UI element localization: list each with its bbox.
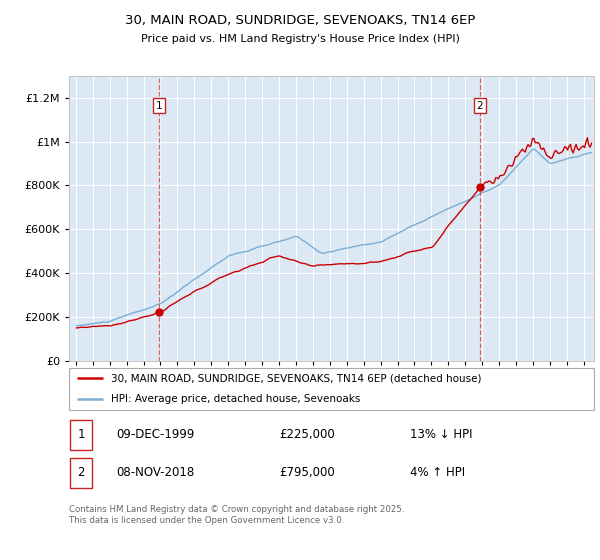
Bar bbox=[70, 419, 92, 450]
Text: 1: 1 bbox=[77, 428, 85, 441]
Text: 2: 2 bbox=[77, 466, 85, 479]
Text: £225,000: £225,000 bbox=[279, 428, 335, 441]
Text: 13% ↓ HPI: 13% ↓ HPI bbox=[410, 428, 473, 441]
Text: HPI: Average price, detached house, Sevenoaks: HPI: Average price, detached house, Seve… bbox=[111, 394, 361, 404]
Text: 08-NOV-2018: 08-NOV-2018 bbox=[116, 466, 194, 479]
Text: Price paid vs. HM Land Registry's House Price Index (HPI): Price paid vs. HM Land Registry's House … bbox=[140, 34, 460, 44]
Text: Contains HM Land Registry data © Crown copyright and database right 2025.
This d: Contains HM Land Registry data © Crown c… bbox=[69, 505, 404, 525]
Text: £795,000: £795,000 bbox=[279, 466, 335, 479]
Text: 4% ↑ HPI: 4% ↑ HPI bbox=[410, 466, 466, 479]
Text: 1: 1 bbox=[156, 101, 163, 110]
Text: 30, MAIN ROAD, SUNDRIDGE, SEVENOAKS, TN14 6EP (detached house): 30, MAIN ROAD, SUNDRIDGE, SEVENOAKS, TN1… bbox=[111, 374, 482, 384]
Text: 30, MAIN ROAD, SUNDRIDGE, SEVENOAKS, TN14 6EP: 30, MAIN ROAD, SUNDRIDGE, SEVENOAKS, TN1… bbox=[125, 14, 475, 27]
Text: 2: 2 bbox=[476, 101, 483, 110]
Bar bbox=[70, 458, 92, 488]
Text: 09-DEC-1999: 09-DEC-1999 bbox=[116, 428, 194, 441]
